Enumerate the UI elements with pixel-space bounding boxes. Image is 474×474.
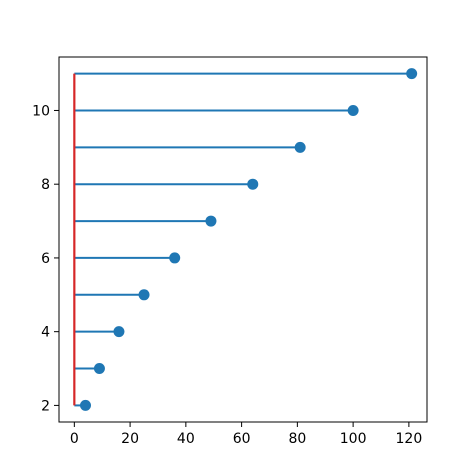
y-tick-label: 2 bbox=[41, 398, 50, 414]
stem-marker-2 bbox=[79, 399, 91, 411]
stem-marker-6 bbox=[169, 252, 181, 264]
x-tick-label: 0 bbox=[70, 431, 79, 447]
stem-marker-9 bbox=[294, 141, 306, 153]
x-tick-label: 20 bbox=[121, 431, 139, 447]
x-tick-label: 120 bbox=[396, 431, 423, 447]
stem-marker-3 bbox=[93, 363, 105, 375]
y-tick-label: 4 bbox=[41, 325, 50, 341]
stem-marker-8 bbox=[247, 178, 259, 190]
stem-marker-4 bbox=[113, 326, 125, 338]
y-axis-ticks: 2 4 6 8 10 bbox=[32, 103, 59, 414]
stem-marker-5 bbox=[138, 289, 150, 301]
y-tick-label: 6 bbox=[41, 251, 50, 267]
markers-group bbox=[79, 68, 418, 411]
x-tick-label: 100 bbox=[340, 431, 367, 447]
x-tick-label: 80 bbox=[288, 431, 306, 447]
stems-group bbox=[74, 72, 412, 407]
x-tick-label: 40 bbox=[177, 431, 195, 447]
y-tick-label: 8 bbox=[41, 177, 50, 193]
plot-frame bbox=[58, 56, 428, 423]
stem-marker-7 bbox=[205, 215, 217, 227]
y-tick-label: 10 bbox=[32, 103, 50, 119]
x-tick-label: 60 bbox=[233, 431, 251, 447]
stem-marker-10 bbox=[347, 104, 359, 116]
x-axis-ticks: 0 20 40 60 80 100 120 bbox=[70, 422, 422, 447]
stem-marker-11 bbox=[406, 68, 418, 80]
